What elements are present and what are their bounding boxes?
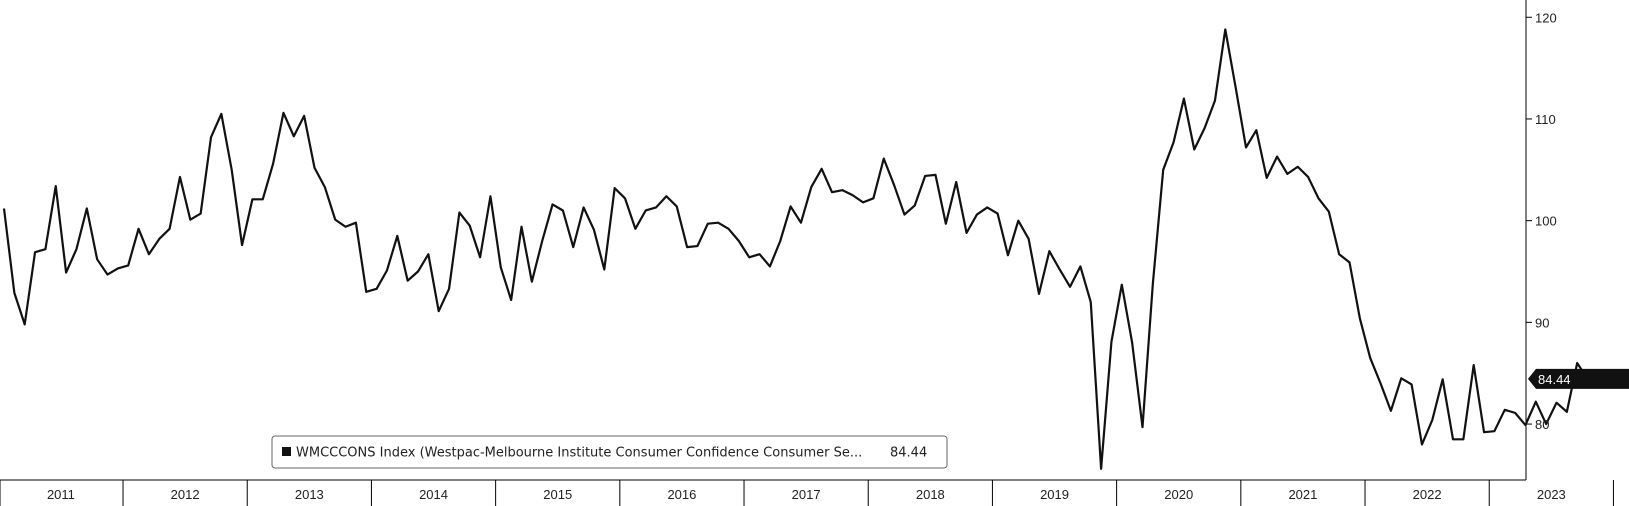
x-tick-label: 2011 [47,487,75,502]
x-tick-label: 2019 [1040,487,1069,502]
x-tick-label: 2014 [419,487,448,502]
y-tick-label: 80 [1535,417,1549,432]
legend-series-last-value: 84.44 [890,446,927,461]
legend-box [271,435,948,469]
x-tick-label: 2022 [1413,487,1442,502]
x-tick-label: 2013 [295,487,324,502]
last-value-tag [1528,368,1629,389]
legend: WMCCCONS Index (Westpac-Melbourne Instit… [271,435,948,469]
x-tick-label: 2012 [171,487,200,502]
legend-series-name: WMCCCONS Index (Westpac-Melbourne Instit… [296,446,862,461]
x-tick-label: 2017 [792,487,821,502]
x-tick-label: 2021 [1288,487,1317,502]
x-tick-label: 2018 [916,487,945,502]
y-tick-label: 120 [1535,10,1557,25]
y-tick-label: 90 [1535,315,1549,330]
x-tick-label: 2020 [1164,487,1193,502]
x-tick-label: 2016 [667,487,696,502]
x-tick-label: 2023 [1537,487,1566,502]
y-tick-label: 100 [1535,214,1557,229]
last-value-label: 84.44 [1538,372,1571,387]
legend-swatch [282,447,291,456]
x-tick-label: 2015 [543,487,572,502]
y-tick-label: 110 [1535,112,1556,127]
series-line-wmcccons [2,28,1589,470]
